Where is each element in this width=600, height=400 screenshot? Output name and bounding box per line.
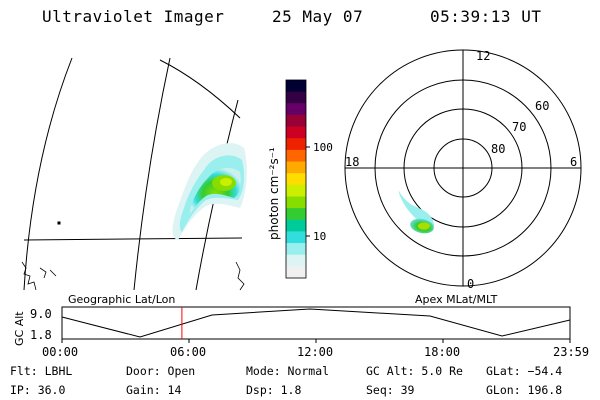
gain-info: Gain: 14 xyxy=(126,383,182,397)
colorbar-ticks xyxy=(306,146,310,237)
coastline xyxy=(21,261,245,291)
colorbar-band xyxy=(286,80,306,93)
apex-projection-label: Apex MLat/MLT xyxy=(415,293,498,306)
orbit-xtick-3: 18:00 xyxy=(424,345,460,359)
mlat-label-60: 60 xyxy=(535,99,549,113)
orbit-xtick-0: 00:00 xyxy=(42,345,78,359)
polar-plot xyxy=(344,49,582,287)
geographic-projection-label: Geographic Lat/Lon xyxy=(68,293,175,306)
colorbar-band xyxy=(286,161,306,174)
app-title: Ultraviolet Imager xyxy=(42,7,225,26)
orbit-ytick-high: 9.0 xyxy=(30,307,52,321)
geographic-map xyxy=(21,57,245,291)
time-label: 05:39:13 UT xyxy=(430,7,542,26)
mlat-label-70: 70 xyxy=(512,120,526,134)
meridian-line xyxy=(23,57,73,291)
parallel-line xyxy=(23,237,243,241)
colorbar-band xyxy=(286,173,306,186)
meridian-line xyxy=(133,57,171,291)
colorbar-band xyxy=(286,196,306,209)
colorbar-band xyxy=(286,208,306,221)
seq-info: Seq: 39 xyxy=(366,383,415,397)
colorbar-band xyxy=(286,138,306,151)
colorbar-unit-label: photon cm⁻²s⁻¹ xyxy=(267,147,281,240)
mode-info: Mode: Normal xyxy=(246,364,330,378)
mlt-label-6: 6 xyxy=(570,155,577,169)
date-label: 25 May 07 xyxy=(272,7,364,26)
orbit-xtick-1: 06:00 xyxy=(170,345,206,359)
filter-info: Flt: LBHL xyxy=(10,364,73,378)
colorbar-frame xyxy=(285,79,307,279)
colorbar-band xyxy=(286,266,306,279)
colorbar-band xyxy=(286,184,306,198)
mlt-label-18: 18 xyxy=(345,155,359,169)
aurora-emission-geographic xyxy=(172,143,247,240)
orbit-xtick-2: 12:00 xyxy=(297,345,333,359)
parallel-line xyxy=(159,59,241,119)
altitude-curve xyxy=(61,308,571,338)
colorbar-band xyxy=(286,149,306,163)
colorbar-band xyxy=(286,243,306,256)
colorbar-band xyxy=(286,103,306,116)
map-marker xyxy=(57,221,61,225)
glon-info: GLon: 196.8 xyxy=(486,383,563,397)
orbit-xtick-4: 23:59 xyxy=(553,345,589,359)
ip-info: IP: 36.0 xyxy=(10,383,66,397)
colorbar-band xyxy=(286,231,306,244)
dsp-info: Dsp: 1.8 xyxy=(246,383,302,397)
orbit-ytick-low: 1.8 xyxy=(30,328,52,342)
door-info: Door: Open xyxy=(126,364,196,378)
mlat-label-80: 80 xyxy=(491,142,505,156)
mlt-label-0: 0 xyxy=(467,277,474,291)
colorbar-band xyxy=(286,254,306,267)
colorbar-tick-10: 10 xyxy=(313,230,326,243)
glat-info: GLat: −54.4 xyxy=(486,364,563,378)
orbit-axis-label: GC Alt xyxy=(13,311,26,346)
orbit-altitude-panel xyxy=(61,306,571,343)
colorbar-band xyxy=(286,219,306,233)
colorbar-band xyxy=(286,114,306,128)
gc-altitude-info: GC Alt: 5.0 Re xyxy=(366,364,463,378)
colorbar-band xyxy=(286,91,306,104)
mlt-label-12: 12 xyxy=(476,49,490,63)
colorbar-band xyxy=(286,126,306,139)
colorbar xyxy=(286,80,306,279)
aurora-emission-polar xyxy=(398,190,434,234)
colorbar-tick-100: 100 xyxy=(313,141,333,154)
